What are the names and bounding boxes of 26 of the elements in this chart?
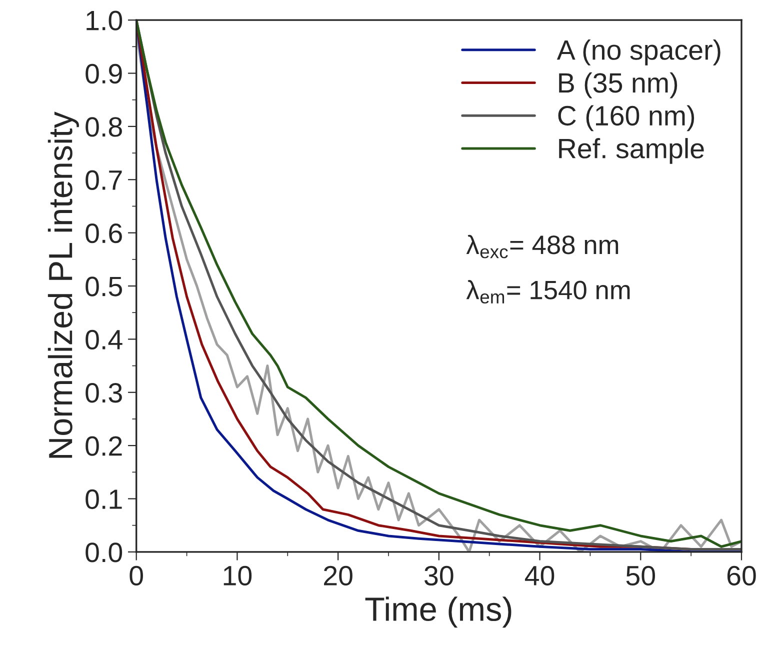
- x-tick-label: 60: [727, 566, 756, 586]
- legend-label: Ref. sample: [559, 138, 704, 164]
- legend-label: C (160 nm): [558, 105, 694, 132]
- x-tick-label: 40: [524, 566, 554, 586]
- legend-label: B (35 nm): [559, 72, 678, 98]
- y-tick-label: 0.5: [86, 276, 122, 296]
- y-axis-title: Normalized PL intensity: [48, 112, 79, 458]
- legend-label: A (no spacer): [556, 40, 720, 66]
- x-tick-label: 30: [424, 566, 454, 586]
- x-axis-title: Time (ms): [365, 596, 512, 628]
- y-tick-label: 0.0: [86, 542, 122, 562]
- y-tick-label: 0.7: [86, 170, 122, 190]
- y-tick-label: 0.8: [86, 117, 122, 137]
- annotation: λ$_{em}$= 1540 nm: [466, 280, 630, 304]
- y-tick-label: 1.0: [86, 10, 122, 30]
- y-tick-label: 0.2: [86, 436, 122, 456]
- y-tick-label: 0.3: [86, 383, 122, 403]
- x-tick-label: 0: [130, 566, 143, 586]
- y-tick-label: 0.6: [86, 223, 122, 244]
- x-tick-label: 50: [626, 566, 655, 586]
- x-tick-label: 20: [324, 566, 352, 586]
- y-tick-label: 0.9: [86, 64, 122, 84]
- y-tick-label: 0.4: [86, 330, 122, 350]
- x-tick-label: 10: [224, 566, 252, 586]
- y-tick-label: 0.1: [86, 489, 122, 510]
- annotation: λ$_{exc}$= 488 nm: [466, 234, 618, 258]
